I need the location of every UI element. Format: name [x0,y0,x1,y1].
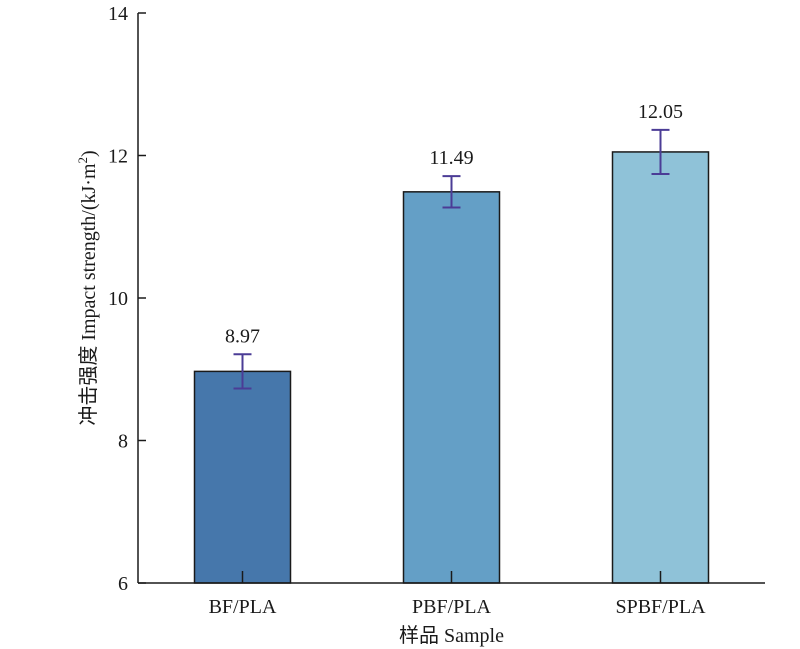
x-tick-label: SPBF/PLA [615,596,706,618]
x-tick-labels-group: BF/PLA PBF/PLA SPBF/PLA [209,596,706,618]
value-label: 11.49 [429,147,473,169]
y-axis-title-superscript: 2 [75,157,90,164]
y-tick-label: 12 [108,146,128,168]
value-label: 12.05 [638,101,683,123]
y-tick-label: 10 [108,288,128,310]
x-axis-title: 样品 Sample [399,624,504,647]
y-ticks-group: 6 8 10 12 14 [108,3,146,595]
bars-group [193,151,710,584]
bar [402,191,501,584]
x-tick-label: BF/PLA [209,596,277,618]
y-tick-label: 14 [108,3,128,25]
error-bars-group [233,128,670,390]
value-label: 8.97 [225,325,260,347]
bar [193,370,292,584]
y-tick-label: 8 [118,431,128,453]
y-axis-title: 冲击强度 Impact strength/(kJ·m2) [75,150,100,425]
y-axis-title-main: 冲击强度 Impact strength/(kJ·m [77,163,100,426]
x-tick-label: PBF/PLA [412,596,491,618]
y-axis-title-tail: ) [78,150,100,157]
value-labels-group: 8.97 11.49 12.05 [225,101,683,347]
y-tick-label: 6 [118,573,128,595]
bar [611,151,710,584]
